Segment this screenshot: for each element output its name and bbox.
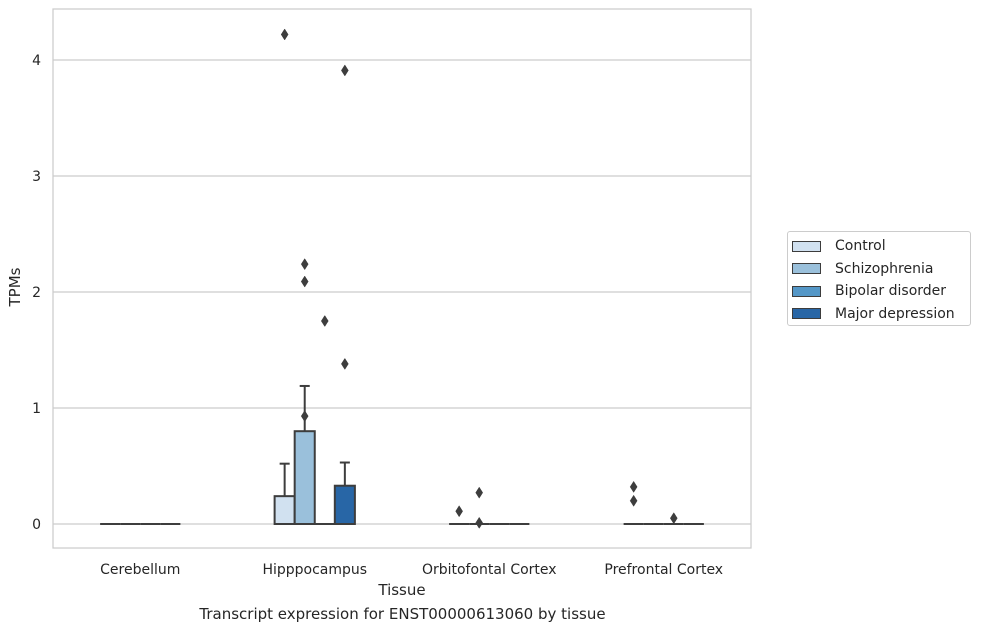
x-tick-label: Cerebellum xyxy=(100,562,180,578)
y-tick-label: 1 xyxy=(32,401,41,417)
x-axis-label: Tissue xyxy=(377,581,425,599)
box-plot-marks xyxy=(100,28,704,529)
x-tick-label: Hipppocampus xyxy=(262,562,367,578)
box xyxy=(293,430,316,526)
legend-item: Schizophrenia xyxy=(792,259,933,279)
legend-item: Control xyxy=(792,236,886,256)
box xyxy=(273,495,296,526)
outlier-point xyxy=(475,516,484,529)
legend-label: Control xyxy=(835,238,886,254)
outlier-point xyxy=(669,512,678,525)
outlier-point xyxy=(341,64,349,77)
y-tick-label: 0 xyxy=(32,517,41,533)
x-tick-label: Prefrontal Cortex xyxy=(604,562,723,578)
y-axis-ticks: 0 1 2 3 4 xyxy=(32,53,41,533)
box xyxy=(333,484,356,525)
chart-caption: Transcript expression for ENST0000061306… xyxy=(199,605,606,623)
outlier-point xyxy=(629,480,638,493)
outlier-point xyxy=(455,505,463,518)
y-axis-label: TPMs xyxy=(6,267,24,307)
legend-swatch xyxy=(792,263,821,274)
legend: Control Schizophrenia Bipolar disorder Majo… xyxy=(787,231,971,326)
legend-label: Schizophrenia xyxy=(835,260,934,277)
x-tick-label: Orbitofontal Cortex xyxy=(422,562,557,578)
outlier-point xyxy=(300,275,309,288)
outlier-point xyxy=(320,315,329,327)
legend-swatch xyxy=(792,285,821,297)
legend-swatch xyxy=(792,240,821,252)
legend-label: Bipolar disorder xyxy=(835,283,947,299)
gridlines xyxy=(53,59,751,525)
legend-swatch xyxy=(792,308,821,319)
y-tick-label: 2 xyxy=(32,285,41,301)
y-tick-label: 4 xyxy=(32,53,41,69)
outlier-point xyxy=(300,410,309,423)
x-axis-ticks: Cerebellum Hipppocampus Orbitofontal Corte… xyxy=(100,562,723,578)
legend-item: Bipolar disorder xyxy=(792,281,946,301)
outlier-point xyxy=(280,28,289,41)
legend-item: Major depression xyxy=(792,304,955,324)
legend-label: Major depression xyxy=(835,305,955,322)
outlier-point xyxy=(300,258,309,271)
y-tick-label: 3 xyxy=(32,169,41,185)
outlier-point xyxy=(475,486,484,499)
plot-area-frame xyxy=(52,8,752,549)
outlier-point xyxy=(341,357,349,370)
outlier-point xyxy=(629,494,638,507)
